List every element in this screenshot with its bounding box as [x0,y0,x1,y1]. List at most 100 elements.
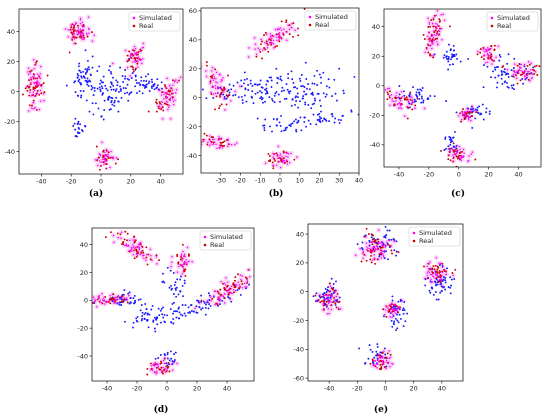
simulated-point [386,87,389,90]
blue-point [212,97,215,99]
simulated-point [134,47,137,50]
simulated-point [426,274,429,277]
simulated-point [395,91,398,94]
simulated-point [179,76,182,78]
real-point [167,365,170,368]
real-point [433,268,436,271]
simulated-point [429,7,431,8]
plot-area-d [92,229,254,377]
blue-point [300,129,303,132]
real-point [429,54,432,57]
simulated-point [220,79,223,81]
real-point [369,258,372,261]
simulated-point [218,298,220,300]
simulated-point [218,291,220,294]
simulated-point [266,33,268,36]
blue-point [163,313,166,316]
simulated-point [105,160,108,162]
blue-point [385,234,388,236]
real-point [227,293,230,296]
real-point [379,363,382,366]
blue-point [293,120,296,123]
simulated-point [381,355,383,357]
simulated-point [138,247,140,250]
simulated-point [112,234,115,237]
blue-point [89,73,92,76]
simulated-point [132,48,135,51]
blue-point [393,305,396,308]
real-point [431,267,434,270]
real-point [177,261,180,264]
blue-point [444,277,447,279]
blue-point [209,304,212,307]
simulated-point [487,58,489,60]
blue-point [84,68,87,71]
blue-point [403,301,406,303]
simulated-point [178,265,180,268]
simulated-point [35,93,38,95]
simulated-point [195,138,197,140]
blue-point [501,82,504,85]
real-point [160,108,163,111]
real-point [210,141,213,143]
blue-point [429,95,432,97]
blue-point [300,74,303,76]
blue-point [148,313,151,316]
blue-point [383,347,386,350]
blue-point [198,305,201,308]
simulated-point [449,150,452,153]
real-point [68,51,71,54]
simulated-point [174,99,176,102]
blue-point [324,95,327,98]
simulated-point [209,82,212,85]
blue-point [274,92,277,95]
real-point [381,246,384,249]
panel-label-e: (e) [374,404,388,415]
blue-point [174,289,177,291]
real-point [533,65,536,68]
simulated-point [371,247,374,249]
blue-point [428,289,431,292]
simulated-point [165,100,168,102]
blue-point [399,298,402,301]
plot-area-b [195,8,359,171]
real-point [516,82,519,85]
blue-point [116,302,119,305]
simulated-point [428,23,431,25]
blue-point [296,92,299,95]
simulated-point [170,96,172,98]
blue-point [338,67,341,70]
simulated-point [79,28,82,30]
real-point [105,167,108,170]
blue-point [296,121,299,124]
simulated-point [393,310,396,313]
blue-point [258,83,261,86]
blue-point [504,73,507,76]
simulated-point [219,146,222,148]
simulated-point [205,75,208,78]
blue-point [277,93,280,96]
y-tick-label: -40 [4,148,15,156]
blue-point [106,89,109,92]
simulated-point [214,290,217,292]
axes-frame-d [91,227,255,382]
simulated-point [161,104,163,106]
simulated-point [400,90,403,93]
simulated-point [359,247,361,250]
simulated-point [431,54,433,57]
real-point [141,249,144,252]
real-point [82,23,85,26]
blue-point [240,79,243,82]
real-point [272,167,275,170]
simulated-point [32,58,35,61]
y-tick-label: -60 [293,374,304,382]
x-tick-label: 20 [410,385,418,393]
simulated-point [270,35,272,37]
blue-point [342,89,345,92]
blue-point [160,321,162,324]
real-point [35,108,38,111]
real-point [166,103,169,106]
real-point [405,98,407,101]
real-point [212,136,214,139]
